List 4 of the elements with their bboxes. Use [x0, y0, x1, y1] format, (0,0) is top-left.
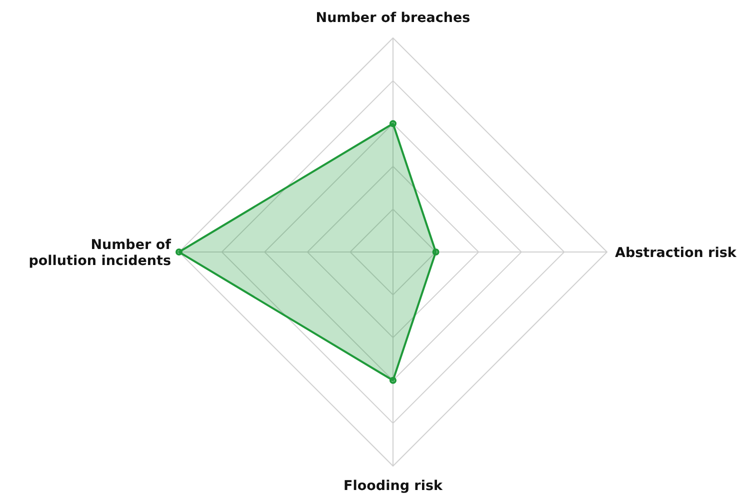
spoke-label: Number of pollution incidents: [28, 237, 172, 269]
spoke-label: Flooding risk: [344, 478, 444, 494]
spoke-label: Abstraction risk: [615, 245, 738, 261]
spoke-label: Number of breaches: [316, 10, 470, 26]
